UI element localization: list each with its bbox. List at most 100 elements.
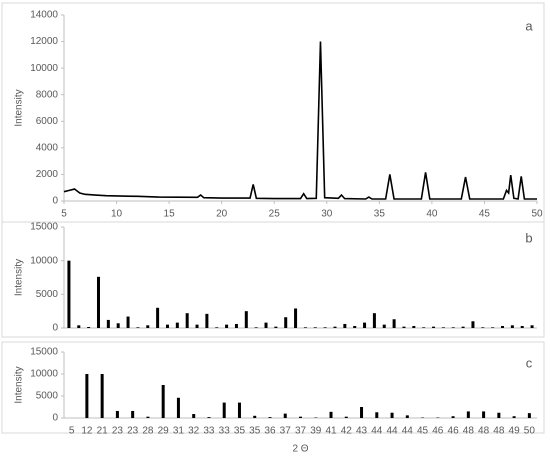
bar bbox=[222, 402, 226, 418]
x-tick-label: 45 bbox=[417, 426, 429, 437]
bar bbox=[299, 416, 302, 418]
bar bbox=[274, 326, 278, 328]
y-tick-label: 2000 bbox=[36, 169, 59, 180]
bar bbox=[363, 322, 367, 328]
bar bbox=[520, 325, 524, 328]
x-tick-label: 39 bbox=[310, 426, 322, 437]
x-tick-label: 50 bbox=[524, 426, 536, 437]
x-tick-label: 50 bbox=[531, 209, 543, 220]
bar bbox=[244, 311, 248, 328]
y-tick-label: 0 bbox=[52, 413, 58, 424]
bar bbox=[497, 412, 501, 418]
y-axis-label: Intensity bbox=[14, 366, 25, 403]
bar bbox=[185, 313, 189, 328]
y-axis-label: Intensity bbox=[14, 89, 25, 126]
bar bbox=[313, 327, 317, 328]
x-tick-label: 40 bbox=[426, 209, 438, 220]
y-tick-label: 10000 bbox=[30, 369, 58, 380]
bar bbox=[482, 411, 486, 418]
y-tick-label: 0 bbox=[52, 323, 58, 334]
x-tick-label: 46 bbox=[448, 426, 460, 437]
y-tick-label: 5000 bbox=[36, 289, 59, 300]
panel-border bbox=[1, 341, 545, 434]
y-tick-label: 10000 bbox=[30, 63, 58, 74]
bar bbox=[512, 416, 516, 418]
bar bbox=[329, 411, 333, 418]
x-tick-label: 15 bbox=[164, 209, 176, 220]
x-tick-label: 35 bbox=[249, 426, 261, 437]
y-tick-label: 14000 bbox=[30, 10, 58, 21]
x-tick-label: 29 bbox=[158, 426, 170, 437]
bar bbox=[175, 322, 179, 328]
bar bbox=[131, 410, 135, 418]
bar bbox=[85, 374, 89, 418]
bar bbox=[466, 411, 470, 418]
bar bbox=[390, 412, 394, 418]
x-tick-label: 49 bbox=[509, 426, 521, 437]
bar bbox=[126, 316, 130, 328]
x-tick-label: 35 bbox=[234, 426, 246, 437]
x-tick-label: 33 bbox=[203, 426, 215, 437]
y-tick-label: 10000 bbox=[30, 255, 58, 266]
line-series bbox=[63, 41, 537, 200]
y-tick-label: 15000 bbox=[30, 222, 58, 233]
x-tick-label: 31 bbox=[173, 426, 185, 437]
bar bbox=[432, 326, 436, 328]
bar bbox=[116, 323, 120, 328]
y-tick-label: 4000 bbox=[36, 142, 59, 153]
x-tick-label: 41 bbox=[325, 426, 337, 437]
bar bbox=[283, 413, 287, 418]
y-tick-label: 0 bbox=[52, 196, 58, 207]
x-tick-label: 28 bbox=[142, 426, 154, 437]
x-tick-label: 10 bbox=[111, 209, 123, 220]
bar bbox=[215, 327, 219, 328]
bar bbox=[237, 402, 241, 418]
x-tick-label: 5 bbox=[61, 209, 67, 220]
bar bbox=[234, 323, 238, 328]
bar bbox=[225, 324, 229, 328]
bar bbox=[268, 417, 272, 418]
bar bbox=[402, 326, 406, 328]
bar bbox=[382, 324, 386, 328]
bar bbox=[422, 327, 426, 328]
bar bbox=[156, 307, 160, 328]
panel-label: c bbox=[526, 355, 533, 370]
x-tick-label: 23 bbox=[112, 426, 124, 437]
bar bbox=[207, 417, 211, 418]
bar bbox=[87, 326, 91, 328]
bar bbox=[106, 319, 110, 328]
x-tick-label: 46 bbox=[432, 426, 444, 437]
bar bbox=[501, 325, 505, 328]
bar bbox=[67, 260, 71, 328]
bar bbox=[146, 416, 150, 418]
x-tick-label: 45 bbox=[479, 209, 491, 220]
bar bbox=[451, 416, 455, 418]
bar bbox=[343, 323, 347, 328]
x-tick-label: 33 bbox=[219, 426, 231, 437]
bar bbox=[412, 325, 416, 328]
bar bbox=[77, 325, 81, 328]
x-tick-label: 21 bbox=[97, 426, 109, 437]
y-tick-label: 8000 bbox=[36, 89, 59, 100]
bar bbox=[176, 397, 180, 418]
bar bbox=[294, 308, 298, 328]
bar bbox=[165, 324, 169, 328]
bar bbox=[471, 321, 475, 328]
x-tick-label: 44 bbox=[402, 426, 414, 437]
bar bbox=[481, 327, 485, 328]
panel-border bbox=[1, 221, 545, 338]
x-tick-label: 35 bbox=[374, 209, 386, 220]
bar bbox=[360, 407, 364, 418]
bar bbox=[146, 325, 150, 328]
bar bbox=[303, 327, 307, 328]
y-axis-label: Intensity bbox=[14, 259, 25, 296]
bar bbox=[192, 414, 196, 418]
bar bbox=[344, 416, 348, 418]
bar bbox=[353, 325, 357, 328]
bar bbox=[530, 325, 534, 328]
bar bbox=[372, 313, 376, 328]
bar bbox=[451, 327, 455, 328]
bar bbox=[441, 327, 445, 328]
x-tick-label: 48 bbox=[478, 426, 490, 437]
